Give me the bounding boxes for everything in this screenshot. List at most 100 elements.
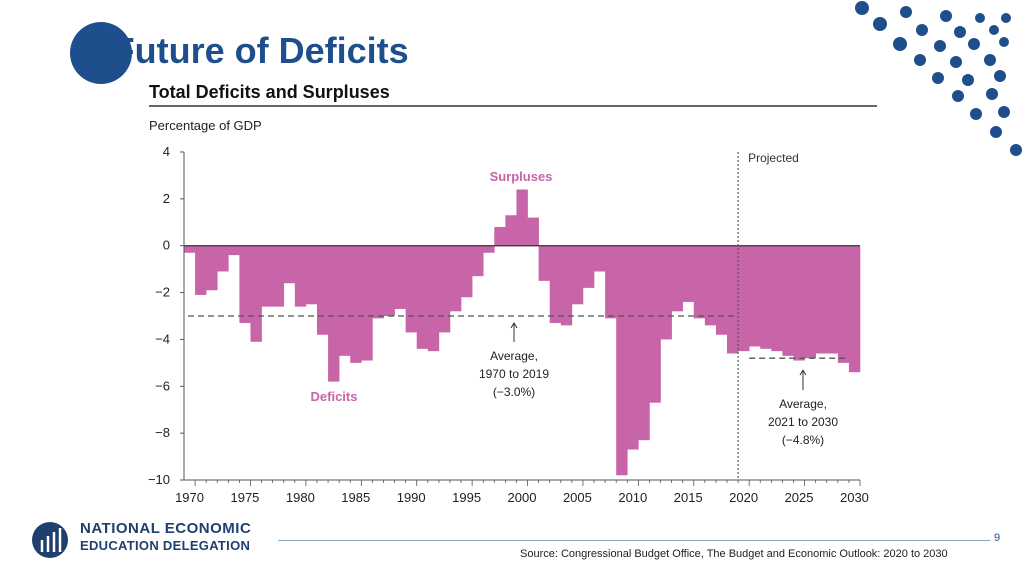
bar-2028 bbox=[826, 245, 839, 354]
bar-2009 bbox=[616, 245, 628, 476]
average-arrowhead-2021-2030 bbox=[799, 369, 807, 376]
x-tick-label: 2005 bbox=[563, 490, 592, 505]
bar-2008 bbox=[605, 245, 617, 319]
source-note: Source: Congressional Budget Office, The… bbox=[520, 548, 948, 560]
y-tick-label: −6 bbox=[155, 378, 170, 393]
bar-2029 bbox=[837, 245, 850, 363]
bar-1984 bbox=[339, 245, 351, 356]
bar-2003 bbox=[549, 245, 562, 324]
bar-1971 bbox=[195, 245, 207, 295]
bar-1974 bbox=[228, 245, 240, 256]
average-label-1970-2019: Average, bbox=[490, 349, 538, 363]
x-tick-label: 2010 bbox=[618, 490, 647, 505]
bar-1990 bbox=[405, 245, 418, 333]
x-tick-label: 1970 bbox=[175, 490, 204, 505]
bar-2023 bbox=[771, 245, 783, 352]
bar-1980 bbox=[294, 245, 307, 307]
bar-1995 bbox=[461, 245, 473, 298]
bar-2025 bbox=[793, 245, 805, 361]
x-tick-label: 1985 bbox=[341, 490, 370, 505]
bar-1976 bbox=[250, 245, 262, 342]
bar-2018 bbox=[715, 245, 728, 335]
bar-2024 bbox=[782, 245, 794, 356]
bar-2021 bbox=[749, 245, 761, 347]
bar-1977 bbox=[261, 245, 273, 307]
bar-1983 bbox=[328, 245, 340, 382]
bar-2005 bbox=[571, 245, 584, 305]
average-label-1970-2019: 1970 to 2019 bbox=[479, 367, 549, 381]
bar-2002 bbox=[538, 245, 551, 281]
x-tick-label: 2025 bbox=[785, 490, 814, 505]
bar-2000 bbox=[516, 189, 528, 246]
y-tick-label: −8 bbox=[155, 425, 170, 440]
bar-1979 bbox=[283, 245, 296, 284]
bar-1997 bbox=[483, 245, 495, 253]
footer-divider bbox=[278, 540, 990, 541]
slide-title: A Future of Deficits bbox=[78, 30, 409, 71]
title-circle-decoration bbox=[70, 22, 132, 84]
y-tick-label: 2 bbox=[163, 191, 170, 206]
bar-1996 bbox=[472, 245, 484, 277]
bar-1988 bbox=[383, 245, 395, 316]
logo-line-1: NATIONAL ECONOMIC bbox=[80, 520, 252, 537]
x-tick-label: 1995 bbox=[452, 490, 481, 505]
bar-2027 bbox=[815, 245, 828, 354]
average-label-2021-2030: Average, bbox=[779, 397, 827, 411]
average-arrowhead-1970-2019 bbox=[510, 322, 518, 329]
y-tick-label: 0 bbox=[163, 238, 170, 253]
bar-2013 bbox=[660, 245, 672, 340]
bar-2004 bbox=[560, 245, 573, 326]
average-label-2021-2030: 2021 to 2030 bbox=[768, 415, 838, 429]
logo: NATIONAL ECONOMIC EDUCATION DELEGATION bbox=[30, 518, 280, 564]
page-number: 9 bbox=[994, 532, 1001, 544]
bar-1987 bbox=[372, 245, 384, 319]
bar-2015 bbox=[682, 245, 695, 302]
bar-1978 bbox=[272, 245, 285, 307]
bar-1981 bbox=[305, 245, 318, 305]
bar-2030 bbox=[848, 245, 861, 373]
y-tick-label: −10 bbox=[148, 472, 170, 487]
bar-2011 bbox=[638, 245, 650, 441]
x-tick-label: 1975 bbox=[230, 490, 259, 505]
logo-line-2: EDUCATION DELEGATION bbox=[80, 538, 251, 553]
deficits-label: Deficits bbox=[311, 389, 358, 404]
x-tick-label: 2030 bbox=[840, 490, 869, 505]
y-axis-label: Percentage of GDP bbox=[149, 118, 262, 133]
projected-label: Projected bbox=[748, 151, 799, 165]
bar-1985 bbox=[350, 245, 362, 363]
bar-1973 bbox=[217, 245, 229, 272]
x-tick-label: 2000 bbox=[508, 490, 537, 505]
y-tick-label: −2 bbox=[155, 285, 170, 300]
bar-1994 bbox=[449, 245, 462, 312]
bar-2022 bbox=[760, 245, 772, 349]
bar-1999 bbox=[505, 215, 517, 246]
bar-2010 bbox=[627, 245, 639, 450]
bar-1993 bbox=[438, 245, 451, 333]
bar-2016 bbox=[693, 245, 706, 319]
x-tick-label: 1990 bbox=[397, 490, 426, 505]
bar-2014 bbox=[671, 245, 683, 312]
chart-title: Total Deficits and Surpluses bbox=[149, 82, 390, 102]
bar-2020 bbox=[738, 245, 750, 352]
bar-1970 bbox=[184, 245, 196, 253]
x-tick-label: 1980 bbox=[286, 490, 315, 505]
bar-2001 bbox=[527, 217, 539, 246]
bar-2017 bbox=[704, 245, 717, 326]
bar-1975 bbox=[239, 245, 251, 324]
bar-1986 bbox=[361, 245, 373, 361]
bar-2007 bbox=[594, 245, 606, 272]
bar-2019 bbox=[727, 245, 739, 354]
x-tick-label: 2015 bbox=[674, 490, 703, 505]
y-tick-label: −4 bbox=[155, 331, 170, 346]
y-tick-label: 4 bbox=[163, 144, 170, 159]
bar-1992 bbox=[427, 245, 440, 352]
surpluses-label: Surpluses bbox=[490, 169, 553, 184]
average-label-2021-2030: (−4.8%) bbox=[782, 433, 824, 447]
bar-2026 bbox=[804, 245, 816, 359]
bar-1982 bbox=[316, 245, 329, 335]
average-label-1970-2019: (−3.0%) bbox=[493, 385, 535, 399]
bar-2006 bbox=[582, 245, 595, 288]
need-logo-icon bbox=[32, 522, 68, 558]
